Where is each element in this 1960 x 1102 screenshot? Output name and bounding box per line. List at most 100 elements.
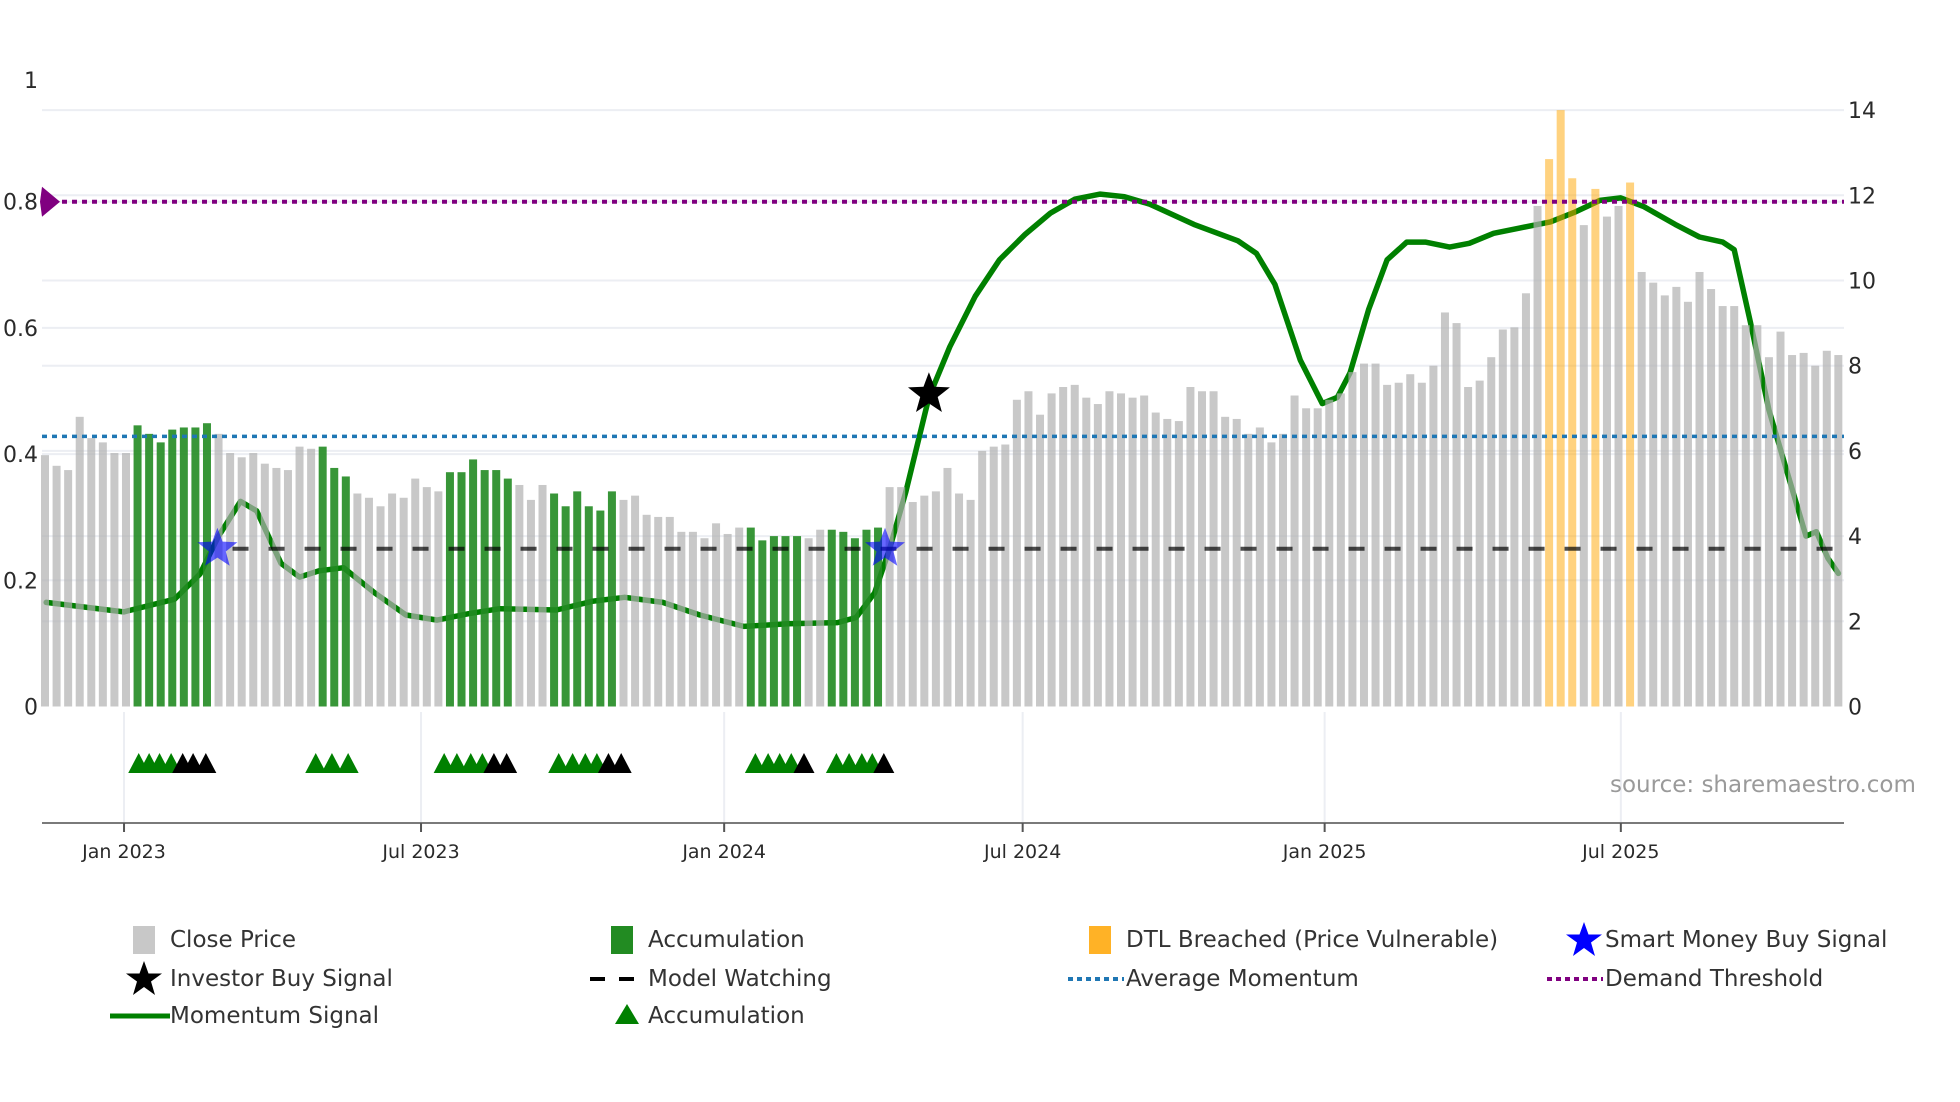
y-left-tick-label: 0.4: [3, 443, 38, 468]
close-price-bar: [538, 484, 547, 707]
accumulation-bar: [168, 429, 177, 707]
close-price-bar: [272, 467, 281, 707]
close-price-bar: [1811, 365, 1820, 707]
close-price-bar: [908, 502, 917, 707]
close-price-bar: [1244, 433, 1253, 707]
close-price-bar: [1336, 393, 1345, 707]
dtl-breached-bar: [1591, 188, 1600, 707]
close-price-bar: [1660, 295, 1669, 707]
close-price-bar: [1637, 271, 1646, 707]
close-price-bar: [966, 499, 975, 707]
close-price-bar: [700, 538, 709, 707]
accumulation-bar: [341, 476, 350, 707]
close-price-bar: [1325, 399, 1334, 707]
accumulation-bar: [561, 506, 570, 707]
close-price-bar: [677, 531, 686, 707]
close-price-bar: [307, 448, 316, 707]
close-price-bar: [1267, 442, 1276, 707]
close-price-bar: [1036, 414, 1045, 707]
close-price-bar: [955, 493, 964, 707]
x-tick-label: Jan 2023: [81, 841, 166, 863]
close-price-bar: [816, 529, 825, 707]
close-price-bar: [1290, 395, 1299, 707]
close-price-bar: [1487, 357, 1496, 707]
close-price-bar: [1047, 393, 1056, 707]
signal-markers: [197, 372, 950, 566]
close-price-bar: [885, 487, 894, 707]
close-price-bar: [1521, 293, 1530, 707]
x-tick-label: Jan 2024: [681, 841, 766, 863]
close-price-bar: [1776, 331, 1785, 707]
close-price-bar: [1764, 357, 1773, 707]
close-price-bar: [735, 527, 744, 707]
close-price-bar: [515, 484, 524, 707]
close-price-bar: [1128, 397, 1137, 707]
accumulation-triangle-icon: [548, 753, 570, 773]
close-price-bar: [631, 495, 640, 707]
close-price-bar: [353, 493, 362, 707]
close-price-bar: [422, 487, 431, 707]
close-price-bar: [283, 470, 292, 707]
accumulation-exit-triangle-icon: [873, 753, 895, 773]
close-price-bar: [1070, 384, 1079, 707]
close-price-bar: [75, 416, 84, 707]
close-price-bar: [1672, 286, 1681, 707]
accumulation-triangle-icon: [337, 753, 359, 773]
close-price-bar: [52, 465, 61, 707]
accumulation-bar: [607, 491, 616, 707]
y-right-tick-label: 4: [1848, 525, 1862, 550]
close-price-bar: [411, 478, 420, 707]
accumulation-triangle-icon: [321, 753, 343, 773]
close-price-bar: [1151, 412, 1160, 707]
accumulation-bar: [480, 470, 489, 707]
accumulation-bar: [573, 491, 582, 707]
close-price-bar: [41, 455, 49, 707]
close-price-bar: [619, 499, 628, 707]
dtl-breached-bar: [1568, 178, 1577, 707]
close-price-bar: [1348, 372, 1357, 707]
close-price-bar: [226, 453, 235, 707]
close-price-bar: [295, 446, 304, 707]
close-price-bar: [1498, 329, 1507, 707]
close-price-bar: [1232, 418, 1241, 707]
accumulation-bar: [318, 446, 327, 707]
close-price-bar: [1440, 312, 1449, 707]
accumulation-bar: [550, 493, 559, 707]
accumulation-bar: [330, 467, 339, 707]
dtl-breached-bar: [1626, 182, 1635, 707]
close-price-bar: [931, 491, 940, 707]
close-price-bar: [1741, 325, 1750, 707]
accumulation-bar: [781, 536, 790, 707]
lower-panel: [123, 712, 1622, 823]
close-price-bar: [1302, 408, 1311, 707]
close-price-bar: [723, 533, 732, 707]
accumulation-bar: [874, 527, 883, 707]
accumulation-bar: [746, 527, 755, 707]
x-tick-label: Jul 2023: [381, 841, 459, 863]
close-price-bar: [1313, 408, 1322, 707]
close-price-bar: [943, 467, 952, 707]
close-price-bar: [1001, 444, 1010, 707]
close-price-bar: [1417, 382, 1426, 707]
accumulation-exit-triangle-icon: [195, 753, 217, 773]
x-tick-label: Jan 2025: [1282, 841, 1367, 863]
demand-threshold-diamond-icon: [40, 186, 60, 217]
smart-money-star-icon: [197, 527, 238, 566]
accumulation-exit-triangle-icon: [496, 753, 518, 773]
close-price-bar: [249, 453, 258, 707]
accumulation-bar: [191, 427, 200, 707]
y-right-tick-label: 2: [1848, 610, 1862, 635]
close-price-bar: [1452, 323, 1461, 707]
close-price-bar: [642, 514, 651, 707]
close-price-bar: [64, 470, 73, 707]
close-price-bar: [121, 453, 130, 707]
close-price-bar: [1602, 216, 1611, 707]
close-price-bar: [1579, 225, 1588, 707]
accumulation-bar: [758, 540, 767, 707]
close-price-bar: [399, 497, 408, 707]
close-price-bar: [1359, 363, 1368, 707]
close-price-bar: [1371, 363, 1380, 707]
close-price-bar: [526, 499, 535, 707]
accumulation-bar: [145, 433, 154, 707]
